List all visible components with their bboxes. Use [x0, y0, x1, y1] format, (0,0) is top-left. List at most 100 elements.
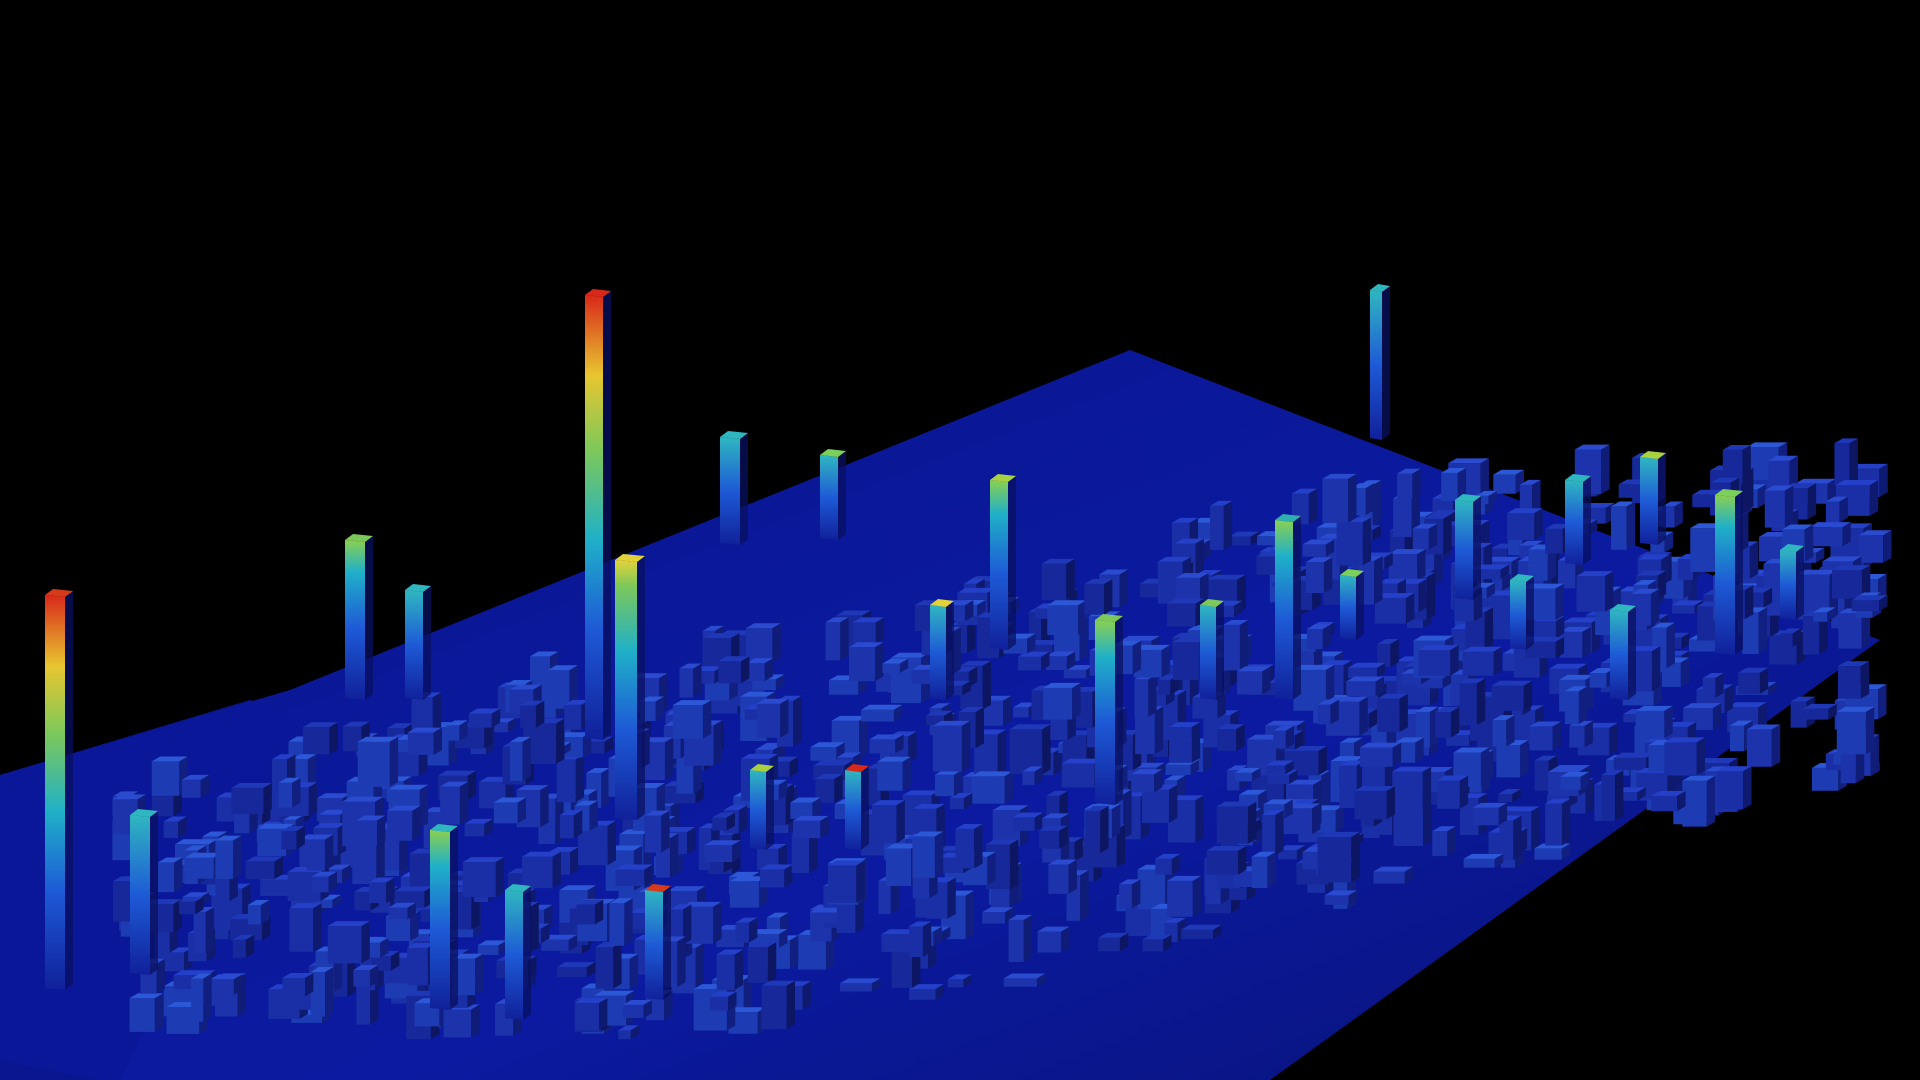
low-block: [462, 857, 505, 898]
low-block: [908, 921, 932, 957]
low-block: [1377, 638, 1399, 667]
low-block: [861, 704, 903, 722]
low-block: [1167, 598, 1205, 627]
low-block: [871, 800, 905, 844]
tall-bar: [1640, 451, 1666, 545]
low-block: [1412, 523, 1438, 550]
low-block: [790, 797, 821, 819]
low-block: [1251, 851, 1276, 889]
low-block: [520, 700, 545, 728]
low-block: [1435, 706, 1460, 738]
tall-bar: [1200, 599, 1224, 700]
low-block: [909, 984, 944, 1000]
tall-bar: [405, 584, 431, 700]
low-block: [756, 698, 789, 738]
low-block: [1141, 784, 1178, 823]
low-block: [282, 972, 314, 997]
low-block: [193, 907, 215, 954]
low-block: [1134, 674, 1157, 717]
low-block: [210, 974, 243, 995]
low-block: [1635, 705, 1673, 739]
low-block: [1041, 558, 1075, 601]
low-block: [1045, 651, 1076, 671]
low-block: [882, 658, 909, 674]
low-block: [1017, 651, 1050, 671]
low-block: [704, 840, 741, 863]
tall-bar: [930, 599, 954, 700]
low-block: [578, 820, 616, 866]
low-block: [1085, 805, 1109, 854]
low-block: [1236, 666, 1271, 695]
low-block: [576, 899, 604, 925]
low-block: [1181, 924, 1222, 939]
low-block: [1098, 932, 1129, 952]
low-block: [1836, 706, 1875, 755]
low-block: [1229, 531, 1260, 546]
low-block: [1498, 789, 1521, 803]
tall-bar: [1370, 284, 1390, 440]
low-block: [357, 736, 399, 787]
low-block: [1418, 645, 1459, 676]
low-block: [615, 864, 653, 886]
low-block: [1437, 775, 1469, 809]
low-block: [522, 851, 561, 889]
low-block: [1534, 843, 1571, 860]
tall-bar: [1275, 514, 1301, 700]
tall-bar: [1780, 544, 1804, 620]
low-block: [158, 857, 183, 893]
low-block: [1499, 815, 1522, 860]
low-block: [1463, 853, 1504, 868]
low-block: [1859, 530, 1892, 563]
low-block: [1324, 890, 1358, 905]
low-block: [278, 777, 301, 808]
tall-bar: [505, 884, 531, 1020]
low-block: [477, 940, 507, 956]
low-block: [644, 810, 670, 853]
low-block: [1278, 845, 1306, 860]
low-block: [1169, 722, 1201, 763]
tall-bar: [845, 764, 869, 850]
low-block: [746, 623, 781, 663]
low-block: [440, 781, 469, 825]
low-block: [1529, 721, 1562, 751]
low-block: [712, 812, 735, 831]
low-block: [1664, 737, 1705, 776]
tall-bar: [990, 474, 1016, 650]
low-block: [1273, 725, 1295, 749]
low-block: [1834, 438, 1858, 486]
low-block: [1392, 766, 1432, 815]
low-block: [815, 773, 843, 803]
low-block: [747, 942, 777, 983]
low-block: [307, 834, 334, 871]
low-block: [1459, 678, 1486, 726]
low-block: [1564, 686, 1588, 725]
low-block: [672, 700, 712, 739]
low-block: [670, 904, 692, 945]
low-block: [1217, 724, 1245, 751]
low-block: [464, 818, 493, 837]
low-block: [493, 797, 527, 824]
low-block: [1507, 508, 1543, 541]
tall-bar: [820, 449, 846, 540]
low-block: [1432, 826, 1456, 856]
low-block: [1831, 565, 1871, 599]
low-block: [1610, 501, 1636, 550]
low-block: [595, 942, 622, 989]
low-block: [1262, 810, 1284, 856]
low-block: [1631, 588, 1660, 626]
low-block: [1346, 676, 1384, 697]
low-block: [356, 815, 386, 846]
low-block: [1167, 875, 1202, 917]
low-block: [1462, 646, 1502, 676]
low-block: [1780, 628, 1802, 647]
low-block: [1746, 724, 1781, 767]
low-block: [1560, 626, 1591, 658]
tall-bars-layer: [45, 284, 1804, 1020]
low-block: [746, 658, 774, 682]
low-block: [245, 856, 283, 880]
low-block: [1131, 769, 1163, 793]
low-block: [1601, 770, 1624, 821]
low-block: [1322, 473, 1357, 523]
tall-bar: [1715, 489, 1743, 655]
low-block: [1325, 696, 1368, 736]
